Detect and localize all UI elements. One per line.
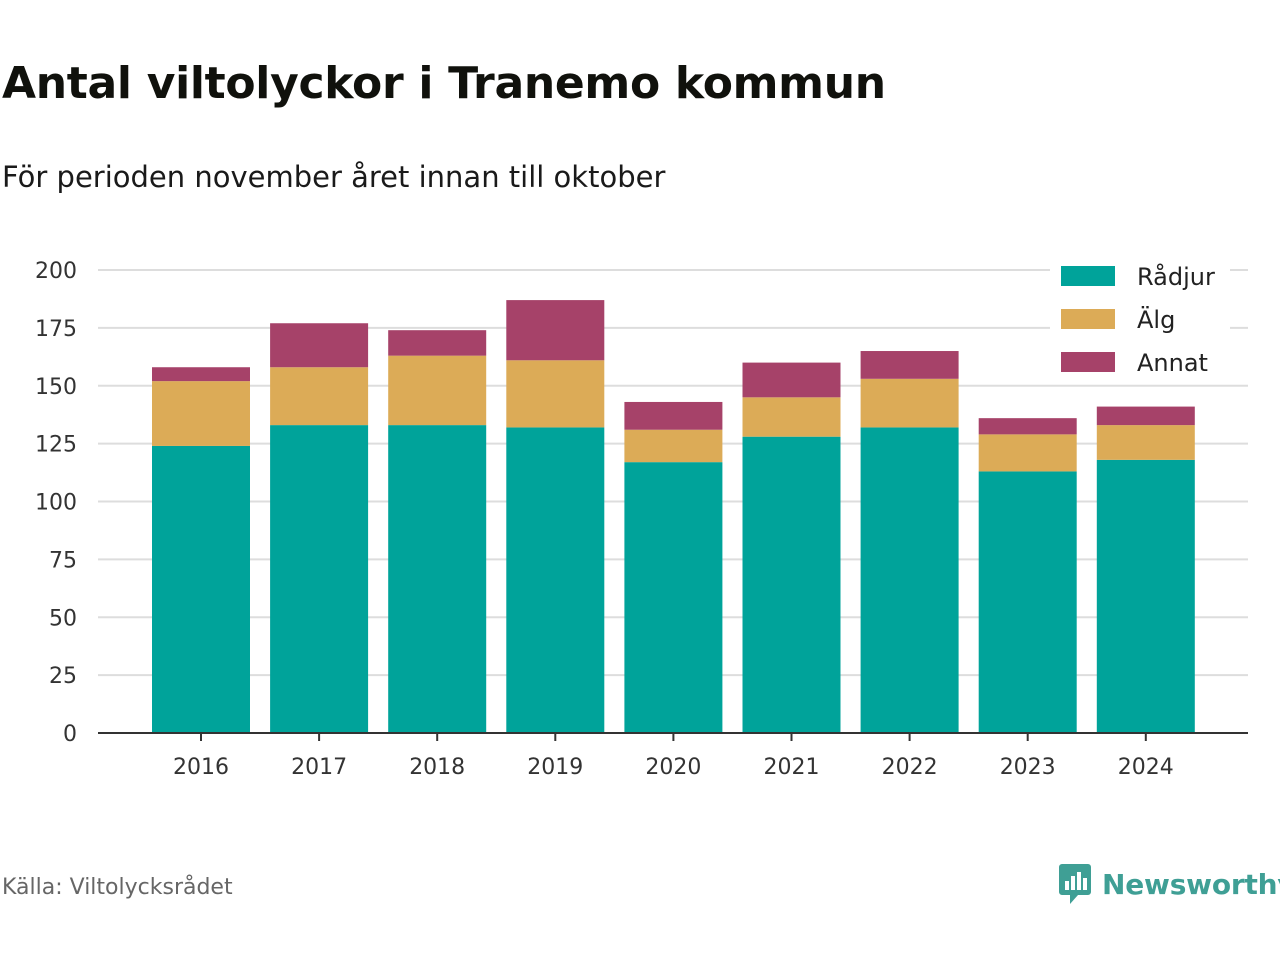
y-axis-ticks: 0 25 50 75 100 125 150 175 200	[35, 259, 77, 747]
bar--lg-2022	[860, 378, 959, 428]
bar-annat-2019	[506, 300, 605, 361]
bar-r-djur-2016	[152, 445, 250, 733]
x-tick-label: 2019	[527, 755, 583, 780]
legend-swatch	[1061, 266, 1115, 286]
y-tick-label: 0	[63, 722, 77, 747]
bar--lg-2017	[270, 367, 369, 426]
bar-r-djur-2017	[270, 425, 369, 733]
x-tick-label: 2023	[1000, 755, 1056, 780]
x-tick-label: 2021	[764, 755, 820, 780]
bar-r-djur-2024	[1096, 459, 1195, 733]
legend-label: Rådjur	[1137, 262, 1215, 291]
bar--lg-2020	[624, 429, 723, 463]
x-tick-label: 2016	[173, 755, 229, 780]
brand-logo: Newsworthy	[1058, 862, 1280, 906]
source-note: Källa: Viltolycksrådet	[2, 875, 233, 900]
bars	[152, 300, 1195, 733]
y-tick-label: 125	[35, 433, 77, 458]
y-tick-label: 75	[49, 548, 77, 573]
bar-r-djur-2018	[388, 425, 487, 733]
y-tick-label: 200	[35, 259, 77, 284]
bar-annat-2023	[978, 418, 1077, 435]
bar-r-djur-2021	[742, 436, 841, 733]
x-tick-label: 2022	[882, 755, 938, 780]
chart-subtitle: För perioden november året innan till ok…	[2, 160, 666, 194]
bar--lg-2018	[388, 355, 487, 426]
bar-r-djur-2020	[624, 462, 723, 733]
bar-annat-2024	[1096, 406, 1195, 426]
bar--lg-2024	[1096, 425, 1195, 460]
bar-r-djur-2023	[978, 471, 1077, 733]
x-tick-label: 2024	[1118, 755, 1174, 780]
y-tick-label: 50	[49, 606, 77, 631]
bar-annat-2020	[624, 401, 723, 430]
bar-r-djur-2019	[506, 427, 605, 733]
y-tick-label: 175	[35, 317, 77, 342]
chart-title: Antal viltolyckor i Tranemo kommun	[2, 58, 886, 109]
y-tick-label: 150	[35, 375, 77, 400]
newsworthy-logo-icon	[1059, 864, 1091, 904]
x-tick-label: 2020	[645, 755, 701, 780]
x-tick-label: 2018	[409, 755, 465, 780]
legend-swatch	[1061, 352, 1115, 372]
bar-annat-2022	[860, 351, 959, 379]
brand-name: Newsworthy	[1102, 867, 1280, 901]
bar-r-djur-2022	[860, 427, 959, 733]
bar-annat-2018	[388, 330, 487, 356]
bar--lg-2023	[978, 434, 1077, 472]
legend-swatch	[1061, 309, 1115, 329]
bar-annat-2017	[270, 323, 369, 368]
x-axis-ticks: 2016 2017 2018 2019 2020 2021 2022 2023 2024	[173, 733, 1174, 780]
bar--lg-2021	[742, 397, 841, 437]
legend: Rådjur Älg Annat	[1050, 256, 1230, 384]
bar--lg-2019	[506, 360, 605, 428]
bar--lg-2016	[152, 381, 250, 446]
y-tick-label: 25	[49, 664, 77, 689]
legend-label: Annat	[1137, 349, 1208, 377]
legend-label: Älg	[1137, 305, 1175, 334]
y-tick-label: 100	[35, 491, 77, 516]
bar-annat-2016	[152, 367, 250, 382]
x-tick-label: 2017	[291, 755, 347, 780]
bar-annat-2021	[742, 362, 841, 398]
